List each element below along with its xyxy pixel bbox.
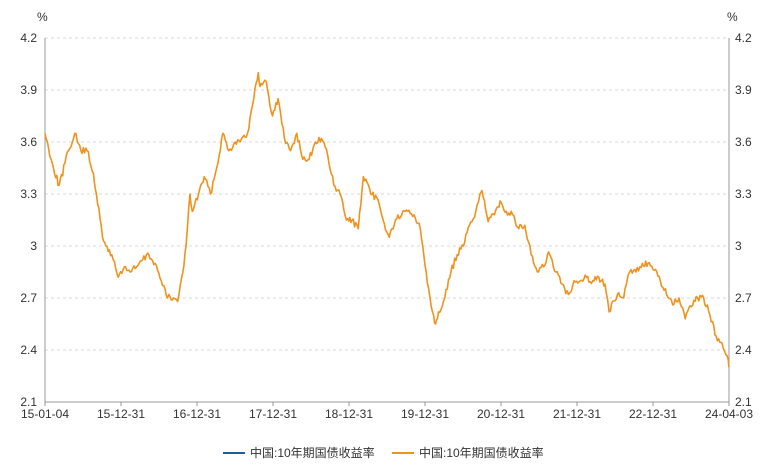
x-tick-label: 22-12-31	[629, 407, 677, 421]
axes	[44, 38, 730, 403]
y-tick-label-left: 2.1	[20, 395, 37, 409]
y-tick-label-left: 4.2	[20, 31, 37, 45]
legend-item-1[interactable]: 中国:10年期国债收益率	[223, 445, 375, 460]
left-y-tick-labels: 2.1 2.4 2.7 3 3.3 3.6 3.9 4.2	[20, 31, 37, 409]
y-tick-label-right: 2.4	[735, 343, 752, 357]
right-unit-label: %	[727, 10, 738, 24]
y-tick-label-left: 3.9	[20, 83, 37, 97]
y-tick-label-left: 3	[30, 239, 37, 253]
legend-item-2[interactable]: 中国:10年期国债收益率	[392, 445, 544, 460]
legend-label-2: 中国:10年期国债收益率	[419, 445, 544, 460]
x-tick-label: 16-12-31	[173, 407, 221, 421]
x-tick-label: 15-01-04	[21, 407, 69, 421]
series-lines	[44, 71, 730, 368]
y-tick-label-left: 2.4	[20, 343, 37, 357]
y-tick-label-right: 4.2	[735, 31, 752, 45]
y-tick-label-right: 2.7	[735, 291, 752, 305]
y-tick-label-right: 3	[735, 239, 742, 253]
y-tick-label-left: 2.7	[20, 291, 37, 305]
y-tick-label-right: 3.9	[735, 83, 752, 97]
y-tick-label-right: 2.1	[735, 395, 752, 409]
y-tick-label-right: 3.3	[735, 187, 752, 201]
x-tick-label: 15-12-31	[97, 407, 145, 421]
x-tick-label: 17-12-31	[249, 407, 297, 421]
right-y-tick-labels: 2.1 2.4 2.7 3 3.3 3.6 3.9 4.2	[735, 31, 752, 409]
x-tick-labels: 15-01-04 15-12-31 16-12-31 17-12-31 18-12-31…	[21, 402, 753, 421]
y-tick-label-left: 3.6	[20, 135, 37, 149]
x-tick-label: 20-12-31	[477, 407, 525, 421]
x-tick-label: 19-12-31	[401, 407, 449, 421]
grid-lines	[45, 37, 729, 351]
x-tick-label: 18-12-31	[325, 407, 373, 421]
left-unit-label: %	[37, 10, 48, 24]
series-line-1	[44, 71, 730, 368]
y-tick-label-right: 3.6	[735, 135, 752, 149]
x-tick-label: 21-12-31	[553, 407, 601, 421]
legend-label-1: 中国:10年期国债收益率	[250, 445, 375, 460]
x-tick-label: 24-04-03	[705, 407, 753, 421]
legend: 中国:10年期国债收益率 中国:10年期国债收益率	[223, 445, 544, 460]
y-tick-label-left: 3.3	[20, 187, 37, 201]
